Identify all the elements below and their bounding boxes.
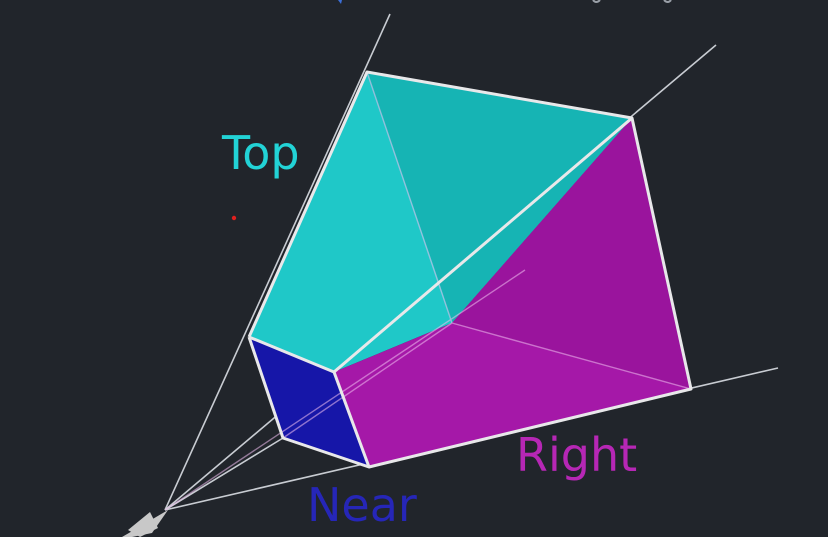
near-top-edge [248,335,335,374]
camera-icon-body [128,512,158,537]
top-face-far [367,72,632,323]
center-ray [164,269,526,511]
outline [247,70,693,469]
near-right-edge [332,371,371,468]
near-face [249,337,369,467]
ray-top-left [164,13,391,511]
ray-bottom-left [164,437,284,511]
right-face-far [452,118,691,389]
label-near: Near [307,478,417,532]
hidden-edge-1 [366,71,453,324]
outer-edges [247,70,693,469]
cropped-text-fragment-2 [592,0,601,3]
hidden-edge-2 [451,322,692,390]
camera-icon [122,510,168,537]
label-right: Right [516,428,638,482]
hidden-edge-3 [282,322,453,439]
top-right-split-edge [333,116,633,374]
cropped-text-fragment-3 [663,0,672,3]
marker-dot [231,215,237,221]
hidden-edges [164,71,692,511]
label-top: Top [222,126,300,180]
cropped-text-fragment [338,0,342,4]
